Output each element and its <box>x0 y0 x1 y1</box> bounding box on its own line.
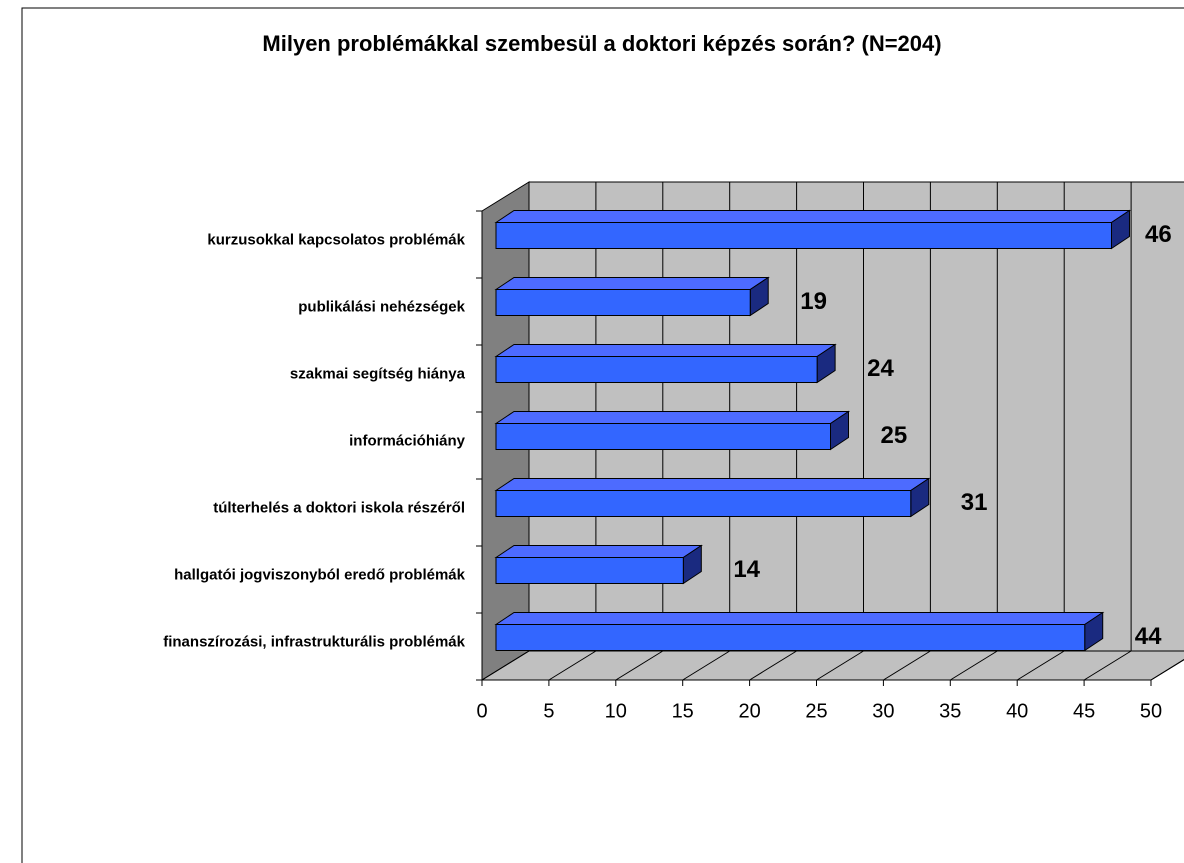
floor-grid-line <box>615 650 664 681</box>
x-tick-label: 45 <box>1073 700 1095 722</box>
bar-front <box>495 490 912 517</box>
x-tick-label: 50 <box>1140 700 1162 722</box>
bar-front <box>495 624 1086 651</box>
floor-grid-line <box>749 650 797 681</box>
data-label: 31 <box>961 489 988 516</box>
data-label: 44 <box>1135 623 1162 650</box>
bar <box>494 410 851 451</box>
bar <box>494 343 837 384</box>
bar-top <box>494 545 703 558</box>
data-label: 46 <box>1145 221 1172 248</box>
floor-grid-line <box>816 650 864 681</box>
data-label: 24 <box>867 355 894 382</box>
floor-grid-line <box>1016 650 1065 681</box>
data-label: 25 <box>881 422 908 449</box>
x-tick-label: 30 <box>872 700 894 722</box>
bar-top <box>494 344 837 357</box>
x-tick-label: 35 <box>939 700 961 722</box>
bar-top <box>494 210 1132 223</box>
y-tick-label: finanszírozási, infrastrukturális problé… <box>163 633 465 650</box>
x-tick-label: 5 <box>543 700 554 722</box>
bar-front <box>495 222 1112 249</box>
bar <box>494 209 1132 250</box>
bar-front <box>495 557 684 584</box>
data-label: 19 <box>800 288 827 315</box>
floor-grid-line <box>883 650 931 681</box>
y-tick-label: hallgatói jogviszonyból eredő problémák <box>174 566 466 583</box>
floor-grid-line <box>1150 659 1184 681</box>
x-tick-label: 20 <box>738 700 760 722</box>
x-tick-label: 10 <box>605 700 627 722</box>
bar <box>494 544 703 585</box>
data-label: 14 <box>733 556 760 583</box>
bar <box>494 276 770 317</box>
floor-grid-line <box>548 650 597 681</box>
y-tick-label: információhiány <box>349 432 466 449</box>
floor-grid-line <box>1083 650 1132 681</box>
bar <box>494 611 1105 652</box>
bar-top <box>494 478 931 491</box>
bar-top <box>494 277 770 290</box>
x-tick-label: 40 <box>1006 700 1028 722</box>
bar-front <box>495 423 831 450</box>
bar-front <box>495 356 818 383</box>
floor <box>480 650 1184 681</box>
floor-grid-line <box>682 650 730 681</box>
y-tick-label: szakmai segítség hiánya <box>290 365 466 382</box>
plot <box>494 209 1132 652</box>
bar-front <box>495 289 751 316</box>
x-tick-label: 0 <box>476 700 487 722</box>
y-tick-label: publikálási nehézségek <box>298 298 465 315</box>
floor-grid-line <box>481 650 530 681</box>
floor-grid-line <box>950 650 998 681</box>
chart-title: Milyen problémákkal szembesül a doktori … <box>262 31 941 56</box>
bar <box>494 477 931 518</box>
x-tick-label: 15 <box>672 700 694 722</box>
bar-top <box>494 411 851 424</box>
bar-top <box>494 612 1105 625</box>
y-tick-label: kurzusokkal kapcsolatos problémák <box>207 231 465 248</box>
y-tick-label: túlterhelés a doktori iskola részéről <box>213 499 465 516</box>
x-tick-label: 25 <box>805 700 827 722</box>
